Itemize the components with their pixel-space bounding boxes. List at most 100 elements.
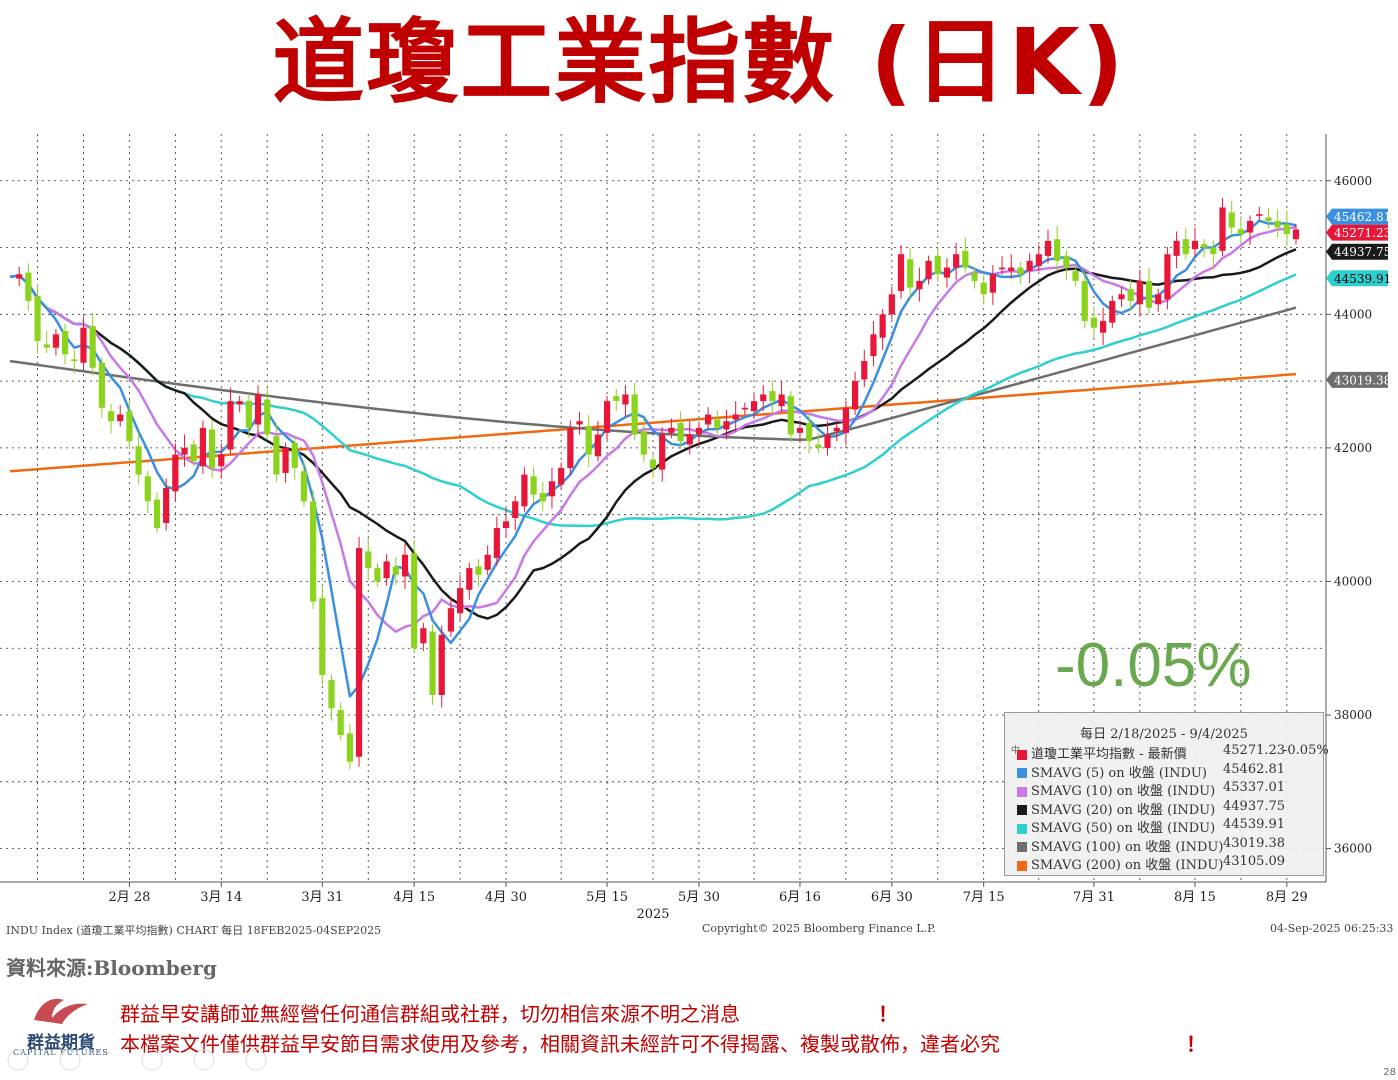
y-tick-label: 38000 <box>1334 708 1372 722</box>
x-tick-label: 6月 16 <box>779 890 821 905</box>
candle-body <box>1026 260 1033 271</box>
y-tick-label: 44000 <box>1334 307 1372 321</box>
candle-body <box>787 396 794 435</box>
candle-body <box>714 419 721 428</box>
candle-body <box>1155 294 1162 305</box>
candle-body <box>741 407 748 410</box>
candlestick-chart: 46000 44000 42000 40000 38000 36000 2月 28 3月 14… <box>0 134 1391 922</box>
legend-value: 45462.81 <box>1223 761 1286 777</box>
candle-body <box>723 421 730 430</box>
candle-body <box>62 331 69 355</box>
slide-nav-controls[interactable] <box>6 1046 276 1076</box>
candle-body <box>16 274 23 279</box>
candle-body <box>447 608 455 632</box>
disclaimer-line-2: 本檔案文件僅供群益早安節目需求使用及參考，相關資訊未經許可不得揭露、複製或散佈，… <box>120 1032 1000 1056</box>
candle-body <box>245 401 252 428</box>
nav-more-icon[interactable] <box>245 1049 267 1071</box>
candle-body <box>429 631 436 695</box>
candle-body <box>1191 240 1199 250</box>
candle-body <box>1256 214 1263 216</box>
legend-row: SMAVG (20) on 收盤 (INDU) 44937.75 <box>1017 799 1285 818</box>
candle-body <box>998 267 1006 270</box>
x-tick-label: 8月 29 <box>1266 890 1308 905</box>
candle-body <box>374 568 381 582</box>
disclaimer-line-1: 群益早安講師並無經營任何通信群組或社群，切勿相信來源不明之消息 <box>120 1002 740 1026</box>
candle-body <box>750 401 758 412</box>
candle-body <box>89 326 96 368</box>
candle-body <box>383 561 390 579</box>
candle-body <box>1246 220 1254 233</box>
candle-body <box>135 446 142 475</box>
last-value-tag <box>1326 270 1388 287</box>
last-value-label: 43019.38 <box>1334 373 1391 387</box>
candle-body <box>1228 212 1235 228</box>
candle-body <box>1090 317 1098 328</box>
candle-body <box>613 396 620 402</box>
last-value-tag <box>1326 224 1388 241</box>
candle-body <box>401 554 409 577</box>
candle-body <box>254 394 262 425</box>
legend-value: 44539.91 <box>1223 817 1286 832</box>
candle-body <box>1054 239 1061 261</box>
candle-body <box>420 628 427 644</box>
candle-body <box>264 399 271 435</box>
candle-body <box>649 459 657 468</box>
y-tick-label: 42000 <box>1334 441 1372 455</box>
y-tick-label: 36000 <box>1334 842 1372 856</box>
candle-body <box>126 411 133 442</box>
last-value-label: 45462.81 <box>1334 210 1391 224</box>
candle-body <box>1164 254 1171 300</box>
candle-body <box>328 679 335 709</box>
x-tick-label: 8月 15 <box>1174 890 1216 905</box>
candle-body <box>144 476 151 502</box>
legend-value: 45271.23 <box>1223 743 1286 758</box>
footer-left: INDU Index (道瓊工業平均指數) CHART 每日 18FEB2025… <box>6 924 382 937</box>
legend-swatch <box>1017 768 1027 778</box>
y-tick-label: 40000 <box>1334 574 1372 588</box>
candle-body <box>310 501 317 602</box>
nav-forward-icon[interactable] <box>59 1049 81 1071</box>
candle-body <box>1136 280 1143 305</box>
candle-body <box>1145 280 1153 308</box>
candle-body <box>962 250 969 268</box>
candle-body <box>337 710 344 736</box>
candle-body <box>953 254 960 268</box>
candle-body <box>172 454 179 492</box>
sma5-line <box>9 219 1297 698</box>
x-tick-label: 5月 15 <box>586 890 628 905</box>
candle-body <box>1118 294 1125 300</box>
candle-body <box>622 394 629 405</box>
nav-pen-icon[interactable] <box>141 1049 163 1071</box>
candle-body <box>1210 247 1217 255</box>
chart-legend: 每日 2/18/2025 - 9/4/2025 中 道瓊工業平均指數 - 最新價… <box>1004 712 1329 876</box>
legend-swatch <box>1017 749 1027 760</box>
candle-body <box>493 528 500 559</box>
x-tick-label: 5月 30 <box>678 890 720 905</box>
candle-body <box>521 474 528 507</box>
candle-body <box>512 501 519 519</box>
candle-body <box>107 411 115 422</box>
candle-body <box>585 426 592 455</box>
x-year-label: 2025 <box>636 907 669 922</box>
candle-body <box>897 254 905 291</box>
candle-body <box>484 554 491 570</box>
nav-zoom-icon[interactable] <box>193 1049 215 1071</box>
candle-body <box>677 422 684 442</box>
last-value-tag <box>1326 243 1388 260</box>
legend-row: SMAVG (10) on 收盤 (INDU) 45337.01 <box>1017 780 1285 799</box>
candle-body <box>319 598 326 675</box>
candle-body <box>80 327 87 363</box>
logo-name: 群益期貨 <box>27 1033 95 1053</box>
candle-body <box>603 401 611 433</box>
candle-body <box>1008 267 1015 271</box>
candle-body <box>1109 300 1116 323</box>
candle-body <box>1100 321 1107 333</box>
x-tick-label: 2月 28 <box>108 890 150 905</box>
candle-body <box>273 436 280 475</box>
legend-header: 每日 2/18/2025 - 9/4/2025 <box>1080 727 1248 742</box>
candle-body <box>1182 239 1189 255</box>
nav-back-icon[interactable] <box>7 1049 29 1071</box>
candle-body <box>907 259 914 288</box>
candle-body <box>1044 240 1052 256</box>
candle-body <box>695 427 703 435</box>
